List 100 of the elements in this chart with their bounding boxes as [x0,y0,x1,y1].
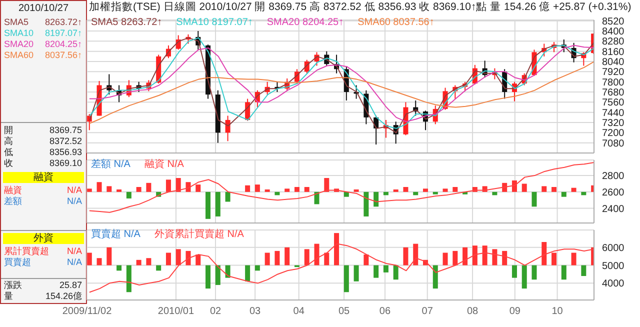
text: 8197.07↑ [44,28,82,39]
bar [403,247,408,266]
text: 差額 [4,196,22,207]
bar [186,250,191,266]
bar [542,242,547,266]
y-tick-label: 7080 [602,138,625,150]
bar [314,244,320,266]
y-tick-label: 8520 [602,16,625,28]
bar [571,252,576,266]
bar [532,192,537,207]
bar [561,192,566,197]
text: 低 [4,147,13,158]
bar [284,188,290,192]
text: 開 [4,125,13,136]
bar [561,265,566,280]
bar [215,265,220,285]
text: 融資 [3,172,84,183]
x-tick-label: 10 [552,306,564,317]
bar [146,258,152,266]
bar [196,184,201,192]
bar [146,182,152,192]
y-tick-label: 7920 [602,67,625,78]
y-tick-label: 8160 [602,46,625,58]
bar [542,186,547,192]
bar [512,265,517,278]
y-tick-label: 7560 [602,98,625,109]
text: 8037.56↑ [44,50,82,61]
y-tick-label: 4000 [602,278,625,290]
text: N/A [66,257,82,268]
bar [512,180,517,192]
bar [96,182,102,192]
bar [274,250,280,266]
bar [225,265,230,278]
text: N/A [66,196,82,207]
bar [344,192,349,197]
bar [136,187,142,192]
bar [106,247,112,266]
text: 8372.52 [49,136,82,147]
bar [403,187,408,192]
bar [432,265,438,289]
bar [472,246,478,266]
x-tick-label: 08 [466,306,479,317]
y-tick-label: 2600 [602,187,625,198]
text: SMA5 [4,17,29,28]
text: 外資累計買賣超 N/A [154,228,244,241]
bar [571,188,576,192]
text: SMA10 [4,28,34,39]
bar [581,265,586,276]
text: SMA60 8037.56↑ [358,17,434,28]
bar [423,188,428,192]
text: SMA5 8263.72↑ [91,17,162,28]
text: 154.26億 [45,291,82,302]
bar [442,188,448,192]
bar [96,258,102,266]
bar [87,188,92,192]
bar [442,252,448,266]
bar [383,265,388,272]
x-tick-label: 09 [509,306,521,317]
bar [552,187,557,192]
text: 8263.72↑ [44,17,82,28]
bar [136,260,142,266]
bar [176,178,181,192]
bar [225,192,230,202]
bar [354,265,359,282]
bar [166,180,171,192]
bar [215,192,220,216]
text: 高 [4,136,13,147]
bar [304,187,310,192]
bar [304,249,310,266]
y-tick-label: 2800 [602,171,625,182]
text: SMA60 [4,50,34,61]
bar [532,265,537,280]
y-tick-label: 7440 [602,108,625,119]
bar [106,186,112,192]
bar [374,265,379,278]
bar [374,192,379,207]
y-tick-label: 7800 [602,77,625,88]
y-tick-label: 2400 [602,204,625,215]
bar [492,249,498,266]
series-label: SMA10 8197.07↑ [176,17,253,28]
text: 收 [4,158,13,169]
bar [284,247,290,266]
bar [245,185,250,192]
text: 漲跌 [4,280,22,291]
x-tick-label: 03 [249,306,262,317]
text: 8369.10 [49,158,82,169]
bar [196,254,201,266]
bar [206,265,211,289]
bar [245,265,250,282]
text: 8356.93 [49,147,82,158]
bar [344,265,349,292]
y-tick-label: 7200 [602,128,625,140]
bar [254,184,260,192]
bar [413,244,418,266]
bar [116,189,122,192]
series-label: 買賣超 N/A [91,228,140,241]
bar [482,246,488,266]
text: 8369.75 [49,125,82,136]
chart-title: 加權指數(TSE) 日線圖 2010/10/27 開 8369.75 高 8372.52 低 8356.93 收 8369.10↑點 量 154.26 億 +25.87 (+0.31%) [89,1,632,13]
bar [206,192,211,219]
